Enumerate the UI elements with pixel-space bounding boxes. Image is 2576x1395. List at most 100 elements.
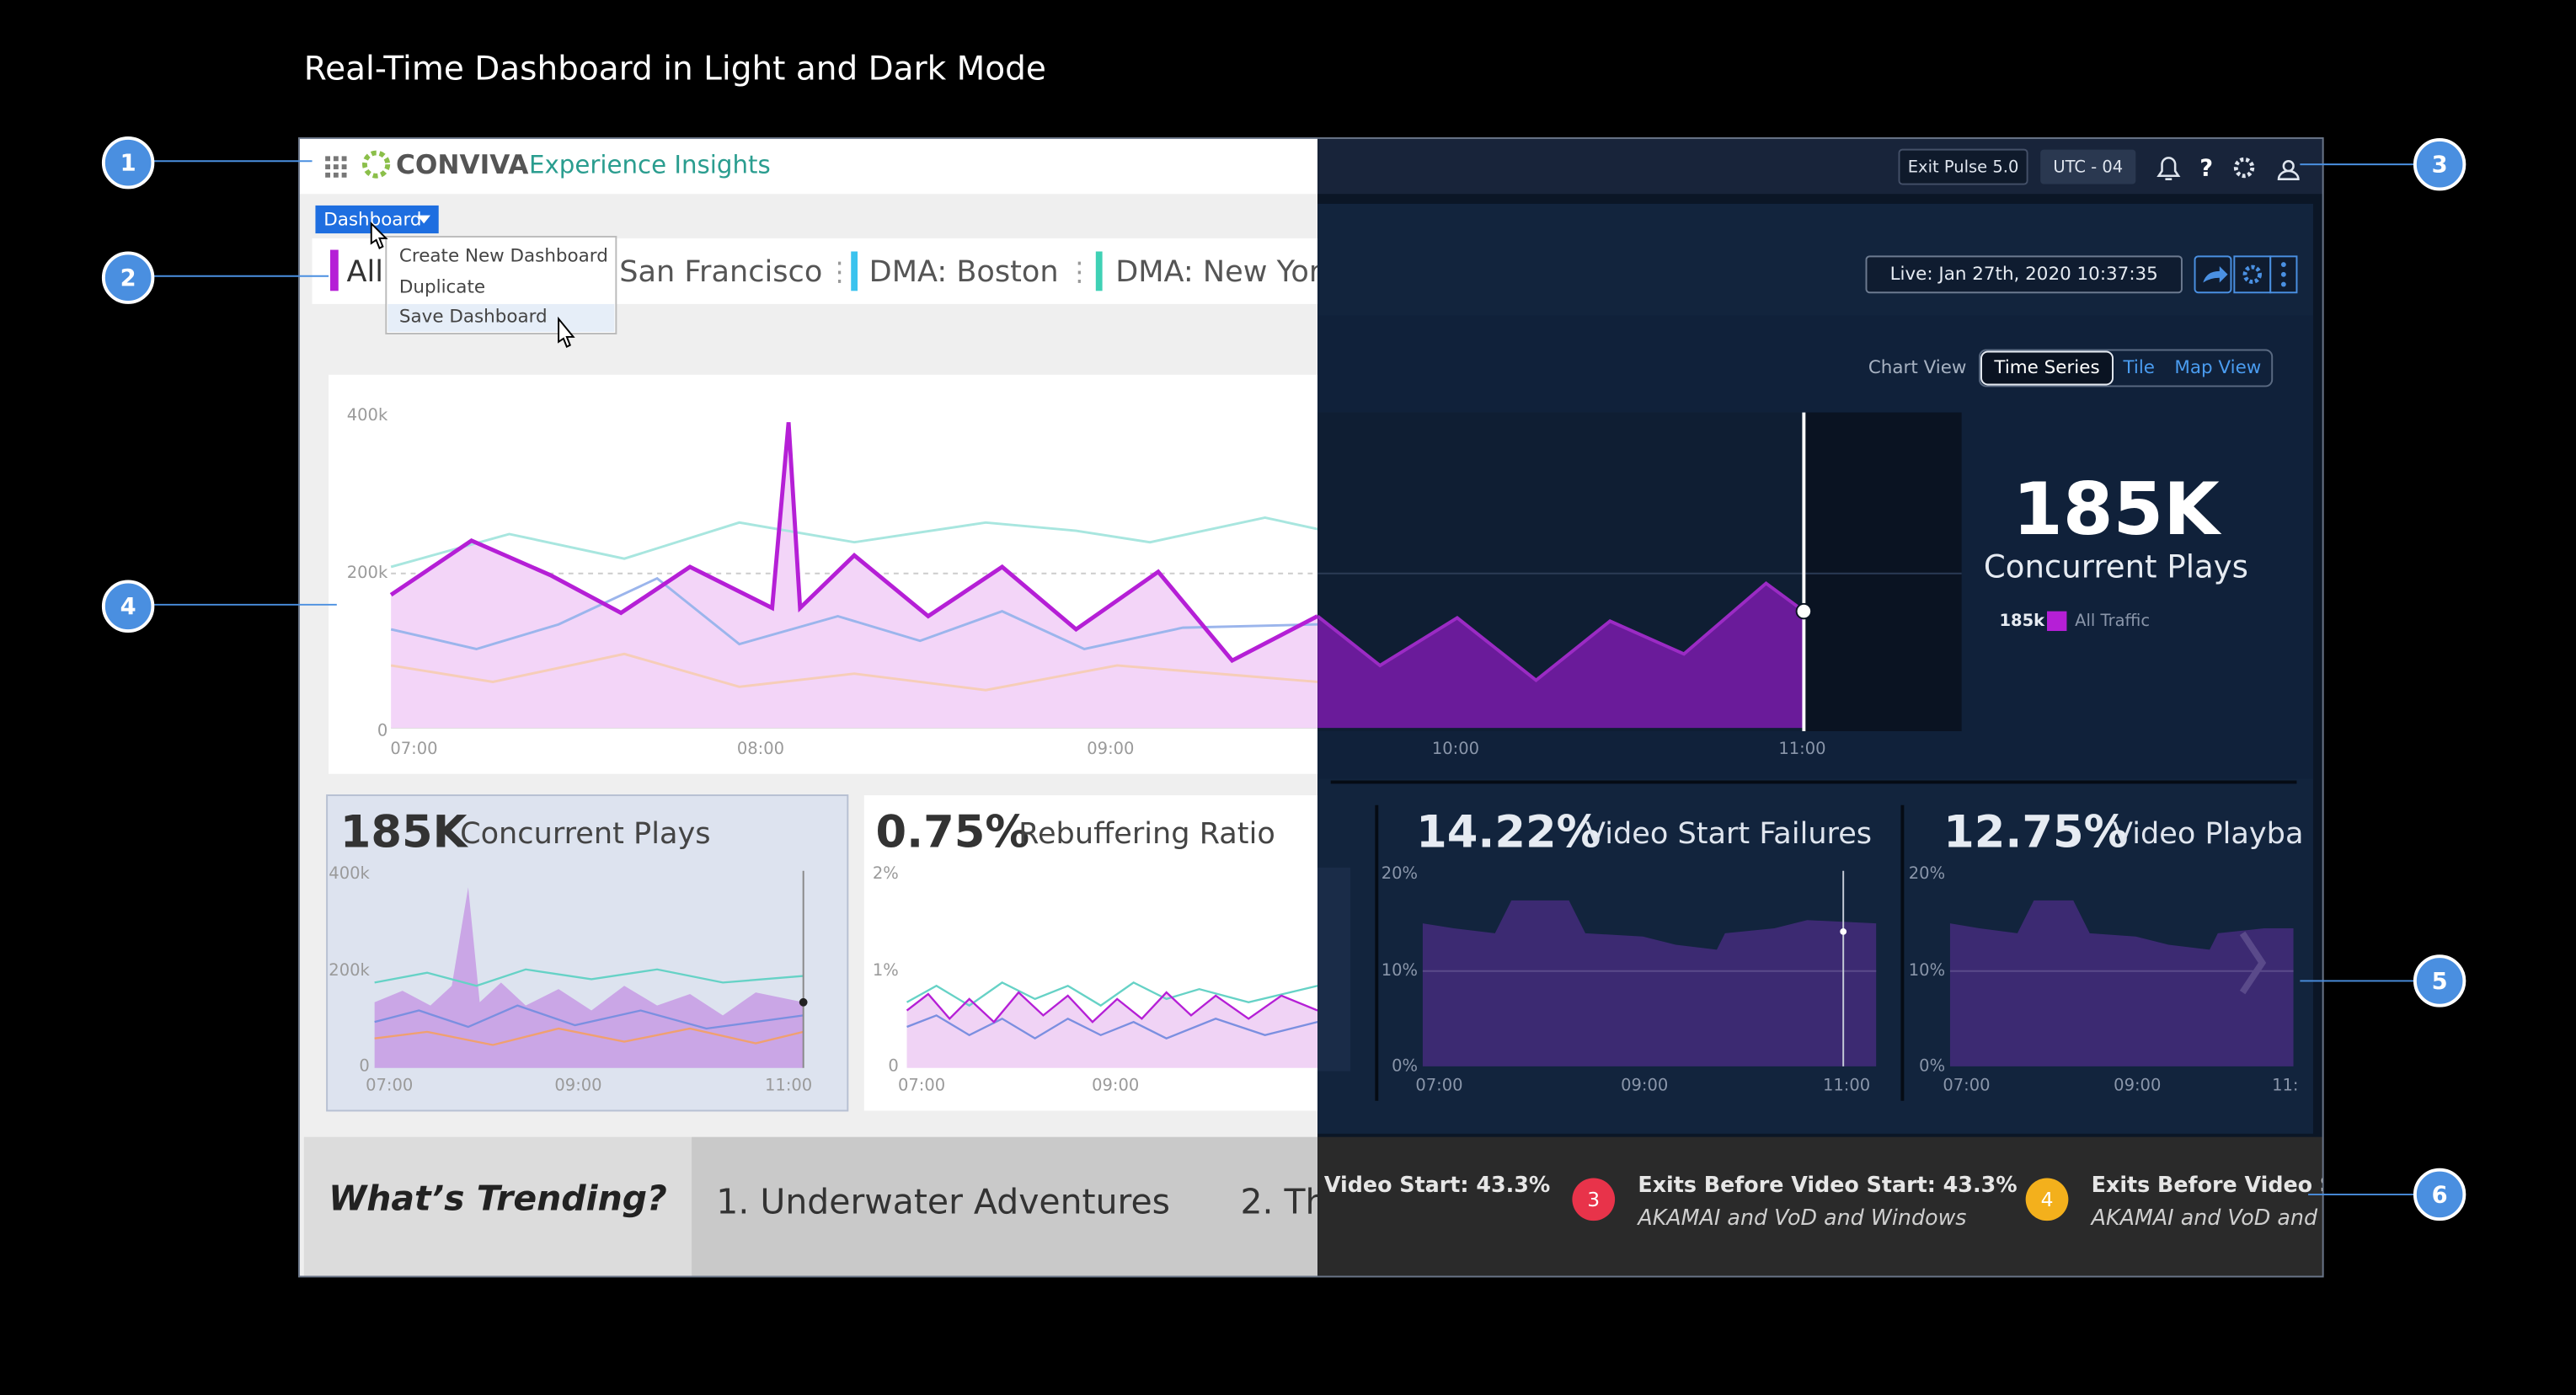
series-line (390, 652, 1318, 692)
view-option[interactable]: Map View (2174, 357, 2261, 378)
alert-title: Video Start: 43.3% (1324, 1172, 1550, 1197)
tab[interactable]: San Francisco (619, 254, 822, 289)
trending-bar (1317, 1136, 2323, 1277)
x-tick-label: 07:00 (390, 739, 437, 758)
user-icon[interactable] (2277, 159, 2300, 180)
cursor-dot (1840, 928, 1847, 935)
product: Experience Insights (529, 151, 771, 179)
tile-label: Video Playba (2113, 816, 2303, 851)
callout-badge (2413, 954, 2466, 1008)
menu-item[interactable]: Create New Dashboard (399, 245, 608, 266)
callout-badge (2413, 137, 2466, 191)
view-option[interactable]: Tile (2122, 357, 2155, 378)
x-tick-label: 09:00 (1621, 1076, 1668, 1095)
y-tick-label: 20% (1909, 863, 1945, 883)
series-line (390, 516, 1318, 569)
menu-hover (387, 303, 615, 333)
light-header (298, 137, 1318, 195)
timezone-button[interactable] (2040, 149, 2136, 184)
next-arrow[interactable] (2239, 931, 2267, 995)
trending-list (692, 1136, 1318, 1277)
x-tick-label: 09:00 (2114, 1076, 2161, 1095)
y-tick-label: 400k (347, 405, 388, 425)
live-label: Live: Jan 27th, 2020 10:37:35 (1890, 264, 2158, 285)
area (1317, 583, 1804, 729)
series-line (390, 576, 1318, 651)
settings-icon[interactable] (2233, 157, 2255, 179)
tab[interactable]: All (347, 254, 384, 289)
y-tick-label: 0% (1392, 1056, 1418, 1075)
series-line (374, 968, 804, 987)
view-option-active[interactable] (1980, 350, 2114, 386)
callout-badge (2413, 1168, 2466, 1221)
y-tick-label: 0% (1919, 1056, 1945, 1075)
y-tick-label: 10% (1909, 960, 1945, 980)
callout-number: 5 (2432, 969, 2448, 995)
menu-item[interactable]: Duplicate (399, 276, 485, 297)
y-tick-label: 0 (888, 1056, 898, 1075)
x-tick-label: 11:00 (765, 1076, 812, 1095)
x-tick-label: 09:00 (554, 1076, 601, 1095)
callout-badge (101, 251, 155, 304)
bell-icon[interactable] (2156, 157, 2181, 180)
settings-button[interactable] (2233, 255, 2272, 294)
tab-color (330, 249, 339, 291)
x-tick-label: 10:00 (1432, 739, 1479, 758)
area (1949, 900, 2294, 1066)
tile-label: Rebuffering Ratio (1018, 816, 1275, 851)
tab-menu[interactable]: ⋮ (1066, 257, 1093, 287)
live-dropdown[interactable] (1865, 255, 2183, 294)
caret (417, 215, 430, 224)
tab[interactable]: DMA: New Yor (1115, 254, 1322, 289)
alert-title[interactable]: Exits Before Video St (2092, 1172, 2346, 1197)
page-title: Real-Time Dashboard in Light and Dark Mo… (304, 50, 1046, 88)
series-line (906, 981, 1318, 1008)
tile-value: 14.22% (1416, 806, 1601, 858)
tile-value: 12.75% (1943, 806, 2128, 858)
tab-color (851, 251, 858, 291)
tab[interactable]: DMA: Boston (869, 254, 1059, 289)
alert-title[interactable]: Exits Before Video Start: 43.3% (1638, 1172, 2017, 1197)
y-tick-label: 20% (1382, 863, 1418, 883)
timezone-label: UTC - 04 (2053, 158, 2123, 177)
alert-rank: 3 (1587, 1188, 1600, 1211)
more-icon (2280, 262, 2286, 287)
view-toggle (1979, 349, 2274, 388)
alert-rank-badge (2025, 1178, 2069, 1221)
trending-item[interactable]: 1. Underwater Adventures (716, 1182, 1170, 1222)
tile-label: Concurrent Plays (460, 816, 710, 851)
gear-icon (2242, 265, 2263, 285)
kpi-label: Concurrent Plays (1984, 548, 2248, 585)
apps-icon[interactable] (325, 156, 347, 178)
menu-item[interactable]: Save Dashboard (399, 307, 548, 328)
x-tick-label: 11:00 (1778, 739, 1825, 758)
tab-menu[interactable]: ⋮ (826, 257, 852, 287)
y-tick-label: 400k (329, 863, 370, 883)
tile-value: 185K (340, 806, 469, 858)
help-icon[interactable]: ? (2199, 155, 2213, 181)
callout-number: 2 (120, 265, 136, 291)
trending-heading-box (303, 1136, 692, 1277)
trending-item[interactable]: 2. Th (1240, 1182, 1327, 1222)
x-tick-label: 07:00 (1943, 1076, 1990, 1095)
callouts: 1 2 3 4 5 6 (101, 136, 2466, 1221)
tile-value: 0.75% (875, 806, 1029, 858)
tile-partial (1317, 867, 1351, 1072)
tile-label: Video Start Failures (1585, 816, 1872, 851)
x-tick-label: 07:00 (898, 1076, 945, 1095)
callout-number: 6 (2432, 1182, 2448, 1208)
y-tick-label: 1% (873, 960, 899, 980)
alert-rank-badge (1572, 1178, 1616, 1221)
alert-detail: AKAMAI and VoD and (2090, 1205, 2318, 1230)
dark-mode: Exit Pulse 5.0 UTC - 04 ? Live: Jan 27th… (1317, 137, 2346, 1277)
series-line (374, 1004, 804, 1030)
y-tick-label: 2% (873, 863, 899, 883)
series-line (374, 1027, 804, 1046)
callout-badge (101, 136, 155, 190)
tab-color (1095, 251, 1103, 291)
dark-header (1317, 137, 2323, 195)
exit-pulse-button[interactable] (1898, 148, 2028, 185)
y-tick-label: 0 (359, 1056, 369, 1075)
